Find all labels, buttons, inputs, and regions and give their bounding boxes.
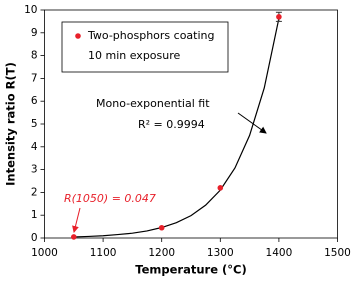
data-point <box>276 14 282 20</box>
fit-curve <box>73 18 280 238</box>
r1050-label: R(1050) = 0.047 <box>64 192 156 205</box>
x-tick-label: 1200 <box>148 247 175 259</box>
y-tick-label: 4 <box>31 141 38 153</box>
legend-note: 10 min exposure <box>88 49 181 62</box>
y-tick-label: 2 <box>31 186 38 198</box>
y-tick-label: 0 <box>31 232 38 244</box>
x-tick-label: 1400 <box>266 247 293 259</box>
r1050-arrow <box>72 207 81 233</box>
fit-arrow <box>237 112 267 134</box>
y-tick-label: 1 <box>31 209 38 221</box>
y-tick-label: 9 <box>31 27 38 39</box>
legend-box <box>61 21 229 73</box>
data-point <box>217 185 224 191</box>
fit-label: Mono-exponential fit <box>96 97 210 110</box>
y-tick-label: 7 <box>31 72 38 84</box>
y-tick-label: 10 <box>24 4 37 16</box>
x-tick-label: 1300 <box>207 247 234 259</box>
y-tick-label: 8 <box>31 50 38 62</box>
x-tick-label: 1500 <box>324 247 351 259</box>
data-point <box>158 224 165 231</box>
data-point <box>71 234 77 240</box>
r-squared: R² = 0.9994 <box>138 118 205 131</box>
x-tick-label: 1100 <box>90 247 117 259</box>
y-axis-label: Intensity ratio R(T) <box>4 62 18 186</box>
x-axis-label: Temperature (°C) <box>135 263 246 277</box>
y-tick-label: 3 <box>31 164 38 176</box>
x-tick-label: 1000 <box>31 247 58 259</box>
legend-marker <box>75 33 81 39</box>
y-tick-label: 6 <box>31 95 38 107</box>
legend-label: Two-phosphors coating <box>87 29 215 42</box>
y-tick-label: 5 <box>31 118 38 130</box>
